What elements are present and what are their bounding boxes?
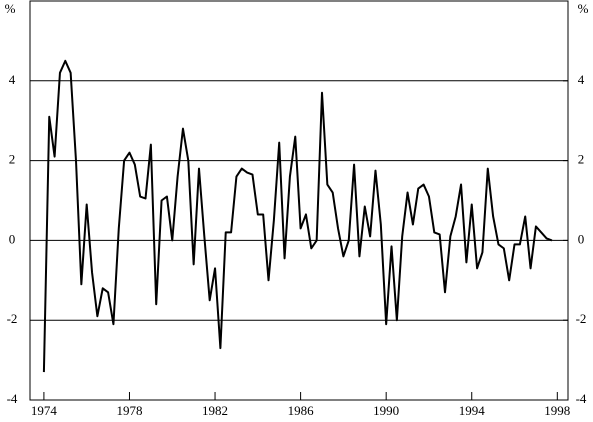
y2-tick-label: 2: [578, 152, 585, 167]
x-tick-label: 1978: [116, 403, 142, 418]
y-tick-label: -2: [7, 311, 18, 326]
y-tick-label: -4: [7, 391, 18, 406]
x-tick-label: 1990: [373, 403, 399, 418]
y-axis-label: %: [5, 1, 16, 16]
y2-tick-label: -4: [576, 391, 587, 406]
y2-tick-label: 0: [578, 231, 585, 246]
x-tick-label: 1982: [202, 403, 228, 418]
x-tick-label: 1994: [459, 403, 486, 418]
x-tick-label: 1986: [288, 403, 315, 418]
y2-tick-label: -2: [576, 311, 587, 326]
y2-axis-label: %: [578, 1, 589, 16]
x-tick-label: 1974: [31, 403, 58, 418]
y-tick-label: 0: [9, 231, 16, 246]
data-line: [42, 59, 553, 373]
x-tick-label: 1998: [544, 403, 570, 418]
y2-tick-label: 4: [578, 72, 585, 87]
y-tick-label: 4: [9, 72, 16, 87]
y-tick-label: 2: [9, 152, 16, 167]
